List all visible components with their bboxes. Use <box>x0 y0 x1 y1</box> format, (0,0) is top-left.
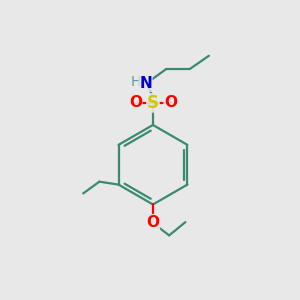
Text: N: N <box>139 76 152 91</box>
Text: S: S <box>147 94 159 112</box>
Text: O: O <box>164 95 177 110</box>
Text: O: O <box>129 95 142 110</box>
Text: O: O <box>146 214 159 230</box>
Text: H: H <box>131 75 141 89</box>
